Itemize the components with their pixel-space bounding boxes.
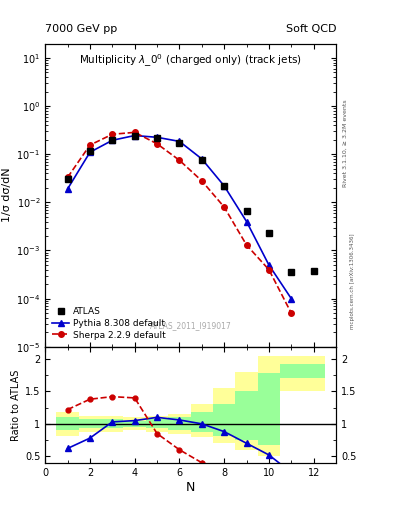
Sherpa 2.2.9 default: [155, 141, 160, 147]
Line: Sherpa 2.2.9 default: Sherpa 2.2.9 default: [65, 130, 294, 316]
Line: ATLAS: ATLAS: [64, 133, 317, 276]
Pythia 8.308 default: [155, 134, 160, 140]
Y-axis label: 1/σ dσ/dN: 1/σ dσ/dN: [2, 168, 12, 222]
Pythia 8.308 default: [289, 295, 294, 302]
Sherpa 2.2.9 default: [110, 131, 115, 137]
Pythia 8.308 default: [266, 262, 271, 268]
ATLAS: [289, 269, 294, 275]
ATLAS: [155, 135, 160, 141]
Pythia 8.308 default: [110, 137, 115, 143]
Text: mcplots.cern.ch [arXiv:1306.3436]: mcplots.cern.ch [arXiv:1306.3436]: [350, 234, 355, 329]
ATLAS: [199, 157, 204, 163]
Pythia 8.308 default: [199, 156, 204, 162]
ATLAS: [222, 183, 226, 189]
Text: Multiplicity $\lambda\_0^0$ (charged only) (track jets): Multiplicity $\lambda\_0^0$ (charged onl…: [79, 53, 302, 69]
Pythia 8.308 default: [244, 219, 249, 225]
Pythia 8.308 default: [88, 149, 92, 155]
Legend: ATLAS, Pythia 8.308 default, Sherpa 2.2.9 default: ATLAS, Pythia 8.308 default, Sherpa 2.2.…: [50, 305, 169, 342]
Sherpa 2.2.9 default: [199, 178, 204, 184]
Sherpa 2.2.9 default: [266, 267, 271, 273]
ATLAS: [110, 137, 115, 143]
Text: Rivet 3.1.10, ≥ 3.2M events: Rivet 3.1.10, ≥ 3.2M events: [343, 99, 348, 187]
Pythia 8.308 default: [177, 138, 182, 144]
Sherpa 2.2.9 default: [177, 157, 182, 163]
Sherpa 2.2.9 default: [244, 242, 249, 248]
X-axis label: N: N: [186, 481, 195, 494]
Text: Soft QCD: Soft QCD: [286, 25, 336, 34]
Text: ATLAS_2011_I919017: ATLAS_2011_I919017: [150, 321, 231, 330]
Pythia 8.308 default: [132, 133, 137, 139]
Line: Pythia 8.308 default: Pythia 8.308 default: [64, 133, 294, 302]
ATLAS: [177, 139, 182, 145]
ATLAS: [65, 176, 70, 182]
Sherpa 2.2.9 default: [88, 142, 92, 148]
ATLAS: [266, 230, 271, 236]
Pythia 8.308 default: [222, 183, 226, 189]
ATLAS: [311, 268, 316, 274]
Sherpa 2.2.9 default: [132, 130, 137, 136]
ATLAS: [132, 133, 137, 139]
Pythia 8.308 default: [65, 186, 70, 192]
Sherpa 2.2.9 default: [65, 175, 70, 181]
Sherpa 2.2.9 default: [289, 310, 294, 316]
Text: 7000 GeV pp: 7000 GeV pp: [45, 25, 118, 34]
Y-axis label: Ratio to ATLAS: Ratio to ATLAS: [11, 369, 21, 441]
ATLAS: [88, 148, 92, 155]
ATLAS: [244, 208, 249, 215]
Sherpa 2.2.9 default: [222, 204, 226, 210]
